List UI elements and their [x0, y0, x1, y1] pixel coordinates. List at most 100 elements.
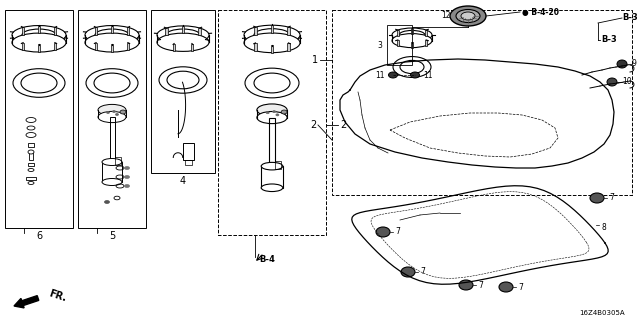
Bar	[22, 43, 24, 50]
Bar	[28, 143, 34, 147]
Ellipse shape	[98, 104, 126, 116]
Bar	[111, 44, 113, 52]
Ellipse shape	[276, 114, 279, 116]
Bar	[397, 40, 399, 45]
Text: 7: 7	[609, 194, 614, 203]
FancyArrow shape	[14, 296, 39, 308]
Bar	[5, 10, 73, 228]
Bar	[151, 10, 215, 173]
Bar	[254, 43, 257, 51]
Bar	[183, 143, 194, 160]
Text: FR.: FR.	[48, 288, 68, 304]
Text: 1: 1	[312, 55, 318, 65]
Bar	[411, 42, 413, 48]
Bar	[109, 117, 115, 162]
Ellipse shape	[125, 175, 129, 179]
Bar	[271, 45, 273, 52]
Ellipse shape	[102, 158, 122, 165]
Bar	[218, 10, 326, 235]
Bar	[165, 28, 168, 35]
Text: 3: 3	[377, 41, 382, 50]
Bar	[254, 27, 257, 35]
Text: 2: 2	[340, 120, 346, 130]
Ellipse shape	[85, 33, 139, 52]
Ellipse shape	[617, 60, 627, 68]
Text: 7: 7	[420, 268, 425, 276]
Text: 5: 5	[109, 231, 115, 241]
Bar	[26, 177, 36, 180]
Bar	[269, 117, 275, 166]
Text: 16Z4B0305A: 16Z4B0305A	[579, 310, 625, 316]
Bar	[287, 27, 290, 35]
Text: 11: 11	[376, 70, 385, 79]
Text: 7: 7	[478, 281, 483, 290]
Bar	[115, 157, 120, 165]
Bar	[29, 152, 33, 160]
Ellipse shape	[98, 111, 126, 123]
Bar	[198, 28, 201, 35]
Ellipse shape	[392, 34, 432, 48]
Ellipse shape	[244, 33, 300, 53]
Text: B-3: B-3	[622, 13, 637, 22]
Bar	[127, 27, 129, 35]
Bar	[95, 27, 97, 35]
Ellipse shape	[115, 114, 118, 116]
Text: 10: 10	[622, 77, 632, 86]
Ellipse shape	[113, 110, 115, 113]
Bar	[38, 44, 40, 52]
Ellipse shape	[261, 162, 283, 170]
Ellipse shape	[401, 267, 415, 277]
Ellipse shape	[102, 179, 122, 186]
Text: 7: 7	[518, 283, 523, 292]
Ellipse shape	[125, 185, 129, 188]
Text: 9: 9	[632, 60, 637, 68]
Ellipse shape	[607, 78, 617, 86]
Bar	[287, 43, 290, 51]
Bar	[425, 30, 428, 36]
Ellipse shape	[120, 110, 126, 114]
Bar	[173, 44, 175, 51]
Bar	[102, 162, 122, 182]
Ellipse shape	[104, 201, 109, 204]
Text: 11: 11	[423, 71, 433, 81]
Ellipse shape	[157, 33, 209, 52]
Ellipse shape	[459, 280, 473, 290]
Text: 8: 8	[601, 223, 605, 233]
Ellipse shape	[273, 111, 276, 113]
Ellipse shape	[28, 150, 34, 154]
Ellipse shape	[388, 72, 397, 78]
Bar	[182, 26, 184, 33]
Ellipse shape	[456, 10, 480, 22]
Bar	[425, 40, 428, 45]
Text: B-4: B-4	[259, 255, 275, 265]
Text: ● B-4-20: ● B-4-20	[522, 7, 559, 17]
Ellipse shape	[450, 6, 486, 26]
Bar	[54, 43, 56, 50]
Bar	[332, 10, 632, 195]
Bar	[275, 161, 281, 169]
Ellipse shape	[590, 193, 604, 203]
Ellipse shape	[257, 111, 287, 124]
Ellipse shape	[499, 282, 513, 292]
Ellipse shape	[410, 72, 419, 78]
Bar	[38, 26, 40, 33]
Bar	[54, 27, 56, 35]
Bar	[271, 25, 273, 33]
Bar	[95, 43, 97, 50]
Ellipse shape	[106, 111, 109, 114]
Ellipse shape	[261, 184, 283, 192]
Bar	[185, 160, 193, 165]
Ellipse shape	[12, 33, 66, 52]
Bar	[111, 26, 113, 33]
Bar	[261, 166, 283, 188]
Text: 7: 7	[395, 228, 400, 236]
Text: 4: 4	[180, 176, 186, 186]
Ellipse shape	[281, 110, 287, 114]
Text: 6: 6	[36, 231, 42, 241]
Bar	[397, 30, 399, 36]
Ellipse shape	[376, 227, 390, 237]
Bar	[28, 163, 34, 166]
Ellipse shape	[257, 104, 287, 116]
Text: B-3: B-3	[601, 36, 617, 44]
Bar	[78, 10, 146, 228]
